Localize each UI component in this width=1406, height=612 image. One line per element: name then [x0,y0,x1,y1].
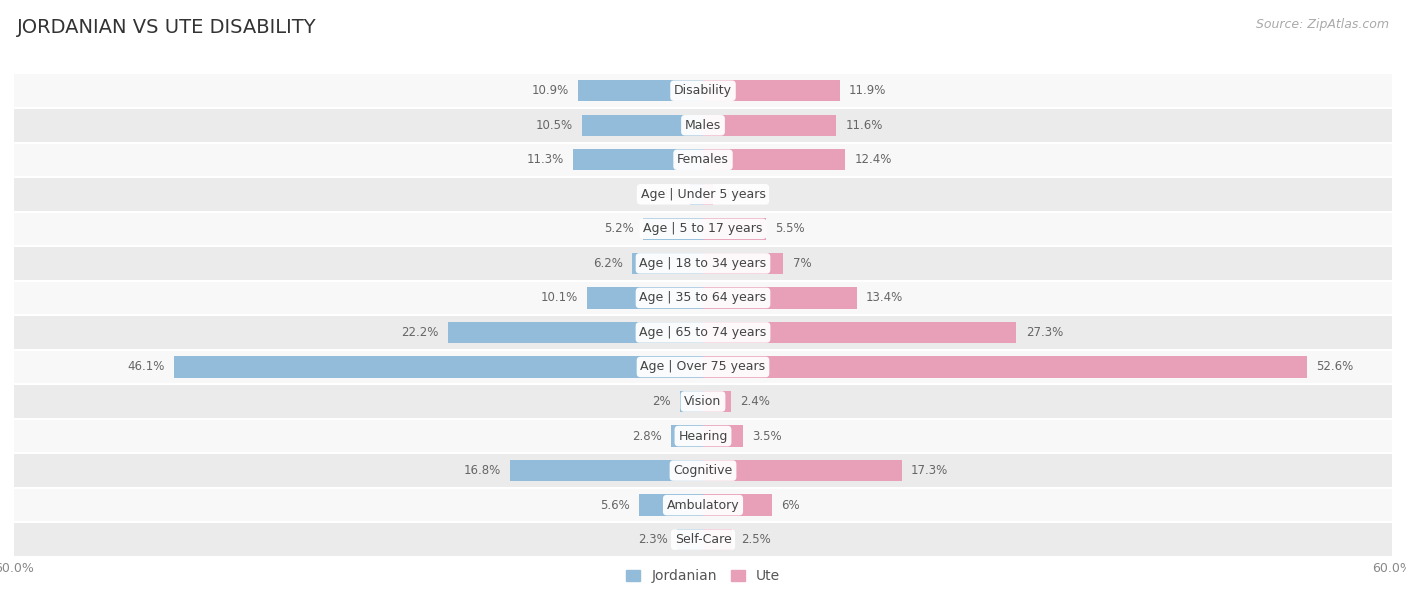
Text: Disability: Disability [673,84,733,97]
Text: 5.2%: 5.2% [605,222,634,236]
Bar [671,425,703,447]
Bar [14,419,1392,453]
Text: 46.1%: 46.1% [127,360,165,373]
Text: 10.1%: 10.1% [540,291,578,304]
Bar [174,356,703,378]
Text: Age | 65 to 74 years: Age | 65 to 74 years [640,326,766,339]
Bar [644,218,703,239]
Bar [703,184,713,205]
Bar [574,149,703,171]
Bar [510,460,703,481]
Text: 11.6%: 11.6% [845,119,883,132]
Text: 13.4%: 13.4% [866,291,903,304]
Bar [14,246,1392,281]
Bar [703,425,744,447]
Text: 6%: 6% [782,499,800,512]
Bar [14,349,1392,384]
Bar [14,315,1392,349]
Text: 11.3%: 11.3% [527,153,564,166]
Bar [703,218,766,239]
Bar [588,287,703,308]
Text: Males: Males [685,119,721,132]
Text: Age | Under 5 years: Age | Under 5 years [641,188,765,201]
Bar [681,391,703,412]
Bar [578,80,703,102]
Bar [582,114,703,136]
Text: Age | 35 to 64 years: Age | 35 to 64 years [640,291,766,304]
Bar [703,114,837,136]
Bar [449,322,703,343]
Bar [14,108,1392,143]
Bar [676,529,703,550]
Text: 52.6%: 52.6% [1316,360,1354,373]
Bar [690,184,703,205]
Text: 12.4%: 12.4% [855,153,891,166]
Bar [703,391,731,412]
Bar [631,253,703,274]
Text: 11.9%: 11.9% [849,84,886,97]
Text: 16.8%: 16.8% [464,464,501,477]
Text: 22.2%: 22.2% [402,326,439,339]
Text: JORDANIAN VS UTE DISABILITY: JORDANIAN VS UTE DISABILITY [17,18,316,37]
Text: Vision: Vision [685,395,721,408]
Text: Hearing: Hearing [678,430,728,442]
Bar [14,453,1392,488]
Bar [14,73,1392,108]
Bar [638,494,703,516]
Text: Ambulatory: Ambulatory [666,499,740,512]
Bar [703,322,1017,343]
Text: 27.3%: 27.3% [1025,326,1063,339]
Bar [14,523,1392,557]
Text: 2.3%: 2.3% [638,533,668,546]
Bar [14,212,1392,246]
Text: 2.5%: 2.5% [741,533,770,546]
Text: 10.5%: 10.5% [536,119,574,132]
Text: Age | Over 75 years: Age | Over 75 years [641,360,765,373]
Text: Self-Care: Self-Care [675,533,731,546]
Bar [703,80,839,102]
Text: 1.1%: 1.1% [651,188,681,201]
Text: Cognitive: Cognitive [673,464,733,477]
Bar [703,149,845,171]
Bar [703,529,731,550]
Bar [14,384,1392,419]
Text: Females: Females [678,153,728,166]
Bar [703,287,856,308]
Text: 10.9%: 10.9% [531,84,568,97]
Text: 5.6%: 5.6% [600,499,630,512]
Text: 3.5%: 3.5% [752,430,782,442]
Text: 2.8%: 2.8% [631,430,662,442]
Text: Age | 5 to 17 years: Age | 5 to 17 years [644,222,762,236]
Text: 6.2%: 6.2% [593,257,623,270]
Bar [703,494,772,516]
Bar [14,143,1392,177]
Text: 7%: 7% [793,257,811,270]
Text: 0.86%: 0.86% [723,188,759,201]
Bar [14,177,1392,212]
Text: Source: ZipAtlas.com: Source: ZipAtlas.com [1256,18,1389,31]
Bar [703,253,783,274]
Text: 2%: 2% [652,395,671,408]
Bar [703,356,1308,378]
Text: 17.3%: 17.3% [911,464,948,477]
Bar [14,281,1392,315]
Text: Age | 18 to 34 years: Age | 18 to 34 years [640,257,766,270]
Legend: Jordanian, Ute: Jordanian, Ute [620,564,786,589]
Bar [14,488,1392,523]
Text: 5.5%: 5.5% [775,222,806,236]
Text: 2.4%: 2.4% [740,395,769,408]
Bar [703,460,901,481]
